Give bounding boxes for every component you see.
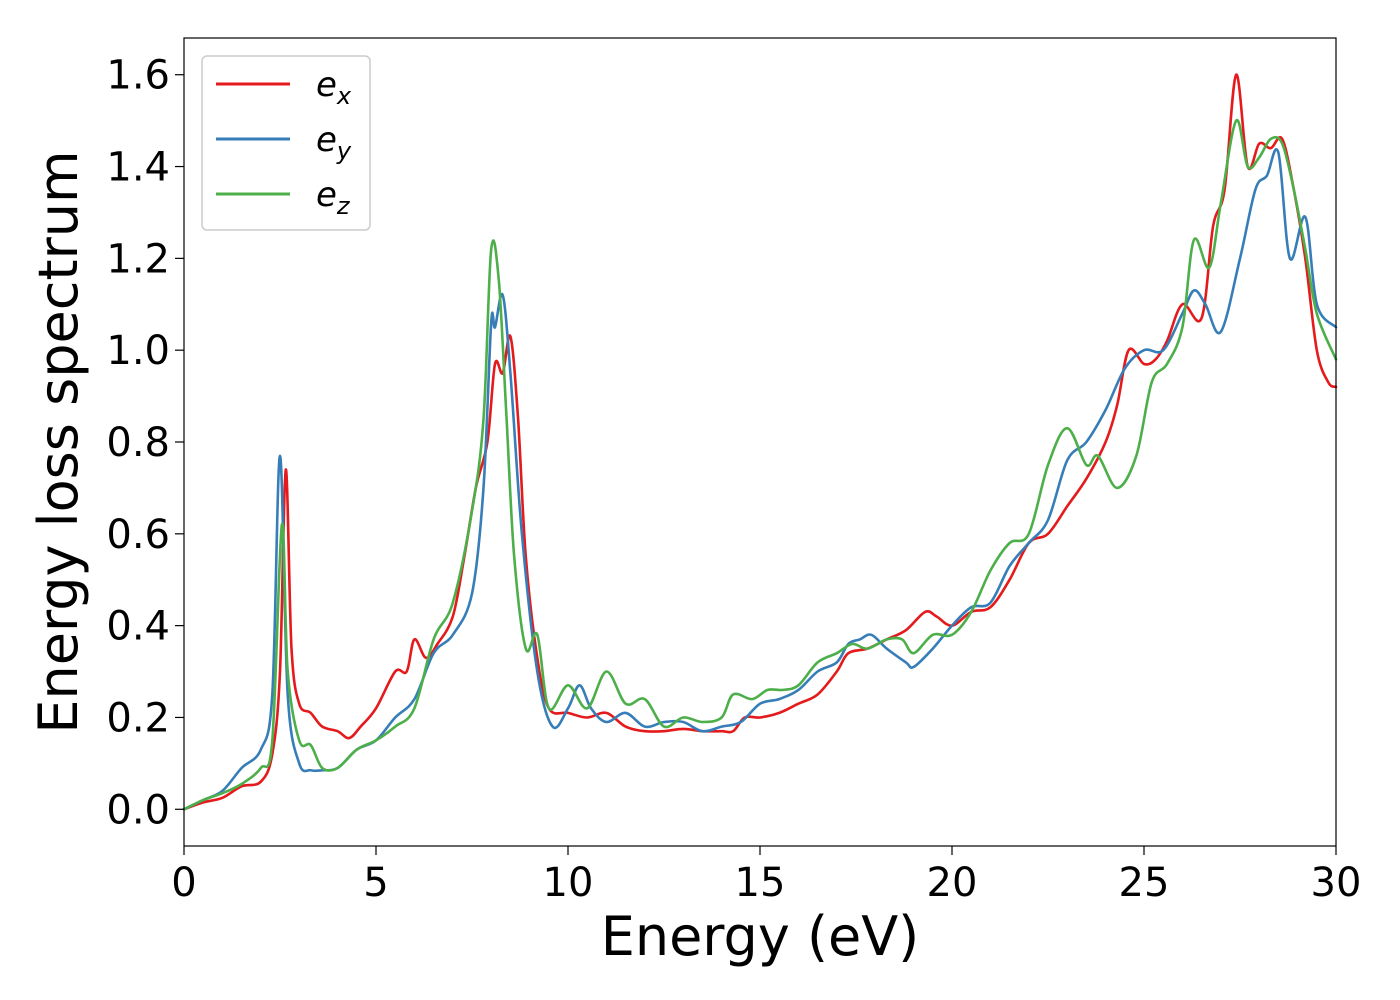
series-line-e_x xyxy=(182,73,1338,811)
y-tick-label: 1.4 xyxy=(106,145,170,191)
y-tick-label: 1.2 xyxy=(106,236,170,282)
y-tick-label: 0.4 xyxy=(106,604,170,650)
x-tick-label: 5 xyxy=(363,860,388,906)
y-tick-label: 1.6 xyxy=(106,53,170,99)
y-tick-label: 0.8 xyxy=(106,420,170,466)
y-tick-label: 0.2 xyxy=(106,695,170,741)
x-tick-label: 10 xyxy=(543,860,594,906)
series-line-e_z xyxy=(182,119,1338,811)
series-layer xyxy=(182,73,1338,811)
x-tick-label: 25 xyxy=(1119,860,1170,906)
legend-box xyxy=(201,55,371,231)
y-axis-label: Energy loss spectrum xyxy=(27,150,90,733)
x-tick-label: 15 xyxy=(735,860,786,906)
x-tick-label: 0 xyxy=(171,860,196,906)
y-tick-label: 0.6 xyxy=(106,512,170,558)
y-axis: 0.0 0.2 0.4 0.6 0.8 1.0 1.2 1.4 1.6 xyxy=(106,53,184,833)
x-tick-label: 30 xyxy=(1311,860,1362,906)
x-axis: 0 5 10 15 20 25 30 xyxy=(171,846,1361,906)
x-tick-label: 20 xyxy=(927,860,978,906)
y-tick-label: 1.0 xyxy=(106,328,170,374)
legend-label-e_x: ex xyxy=(316,65,352,110)
x-axis-label: Energy (eV) xyxy=(601,905,920,968)
y-tick-label: 0.0 xyxy=(106,787,170,833)
